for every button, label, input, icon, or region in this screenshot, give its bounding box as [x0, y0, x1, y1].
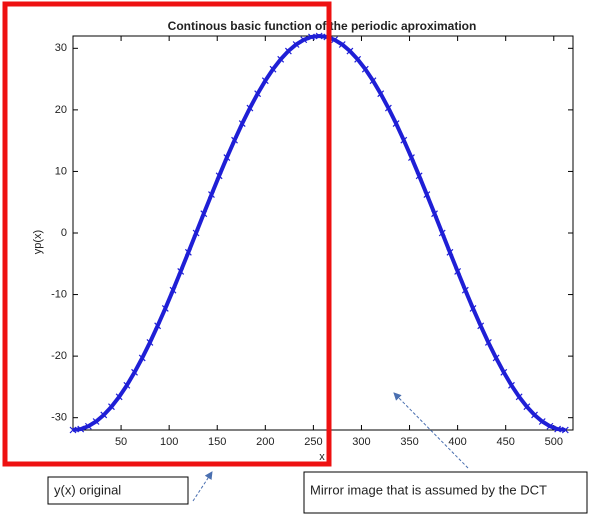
y-tick-label: -20 [51, 350, 67, 362]
data-marker [377, 90, 385, 98]
data-marker [223, 154, 231, 162]
data-marker [392, 120, 400, 127]
data-marker [154, 322, 162, 330]
y-tick-label: -10 [51, 288, 67, 300]
data-marker [408, 154, 415, 162]
data-marker [200, 210, 208, 218]
data-marker [477, 322, 485, 330]
data-marker [523, 403, 531, 411]
data-marker [146, 339, 154, 346]
x-tick-label: 400 [448, 436, 466, 448]
data-marker [415, 172, 423, 180]
data-marker [315, 32, 323, 40]
data-marker [400, 136, 408, 144]
data-marker [284, 47, 292, 55]
data-marker [431, 210, 438, 218]
data-marker [369, 77, 377, 85]
data-marker [261, 77, 269, 85]
x-tick-label: 350 [400, 436, 418, 448]
plot-frame [72, 35, 574, 431]
data-marker [500, 368, 508, 376]
data-marker [384, 104, 392, 112]
data-marker [515, 393, 523, 401]
data-marker [246, 104, 254, 112]
data-marker [169, 286, 177, 294]
data-marker [277, 55, 285, 63]
data-marker [208, 191, 215, 199]
data-marker [84, 422, 92, 430]
data-marker [231, 136, 238, 144]
x-tick-label: 450 [497, 436, 515, 448]
data-marker [446, 248, 454, 256]
y-axis-label: yp(x) [32, 230, 44, 254]
data-marker [461, 286, 469, 294]
data-marker [438, 229, 446, 237]
data-marker [561, 426, 569, 434]
data-marker [115, 393, 123, 401]
data-marker [292, 41, 300, 48]
data-marker [69, 426, 77, 434]
data-marker [423, 191, 431, 199]
data-marker [331, 36, 338, 44]
data-marker [308, 33, 315, 41]
plot-area: 50 100 150 200 250 300 350 400 450 500 -30 -20 -10 0 1… [51, 32, 573, 448]
annotation: y(x) original [54, 482, 121, 497]
data-marker [161, 304, 169, 312]
annotation-box [47, 476, 189, 505]
y-tick-label: 0 [61, 227, 67, 239]
data-marker [254, 90, 262, 98]
x-tick-label: 250 [304, 436, 322, 448]
data-marker [131, 368, 138, 376]
data-marker [77, 425, 85, 433]
data-marker [300, 36, 308, 44]
data-marker [531, 411, 538, 419]
arrow [192, 471, 213, 502]
data-marker [361, 65, 369, 73]
data-marker [192, 229, 200, 237]
chart-title: Continous basic function of the periodic… [168, 19, 477, 33]
y-tick-label: 10 [55, 165, 67, 177]
arrow [393, 392, 469, 469]
data-marker [354, 55, 362, 63]
x-tick-label: 50 [115, 436, 127, 448]
data-marker [215, 172, 223, 180]
data-marker [108, 403, 115, 411]
data-marker [138, 354, 146, 362]
x-tick-label: 300 [352, 436, 370, 448]
x-tick-label: 150 [208, 436, 226, 448]
data-marker [492, 354, 500, 362]
annotation: Mirror image that is assumed by the DCT [310, 482, 547, 497]
data-marker [484, 339, 492, 346]
x-tick-label: 500 [545, 436, 563, 448]
data-marker [92, 418, 100, 425]
data-line [72, 33, 566, 432]
data-marker [338, 41, 346, 48]
data-marker [269, 65, 277, 73]
x-tick-label: 200 [256, 436, 274, 448]
y-tick-label: -30 [51, 412, 67, 424]
data-marker [554, 425, 562, 433]
x-tick-label: 100 [160, 436, 178, 448]
data-marker [100, 411, 108, 419]
data-marker [123, 381, 131, 389]
data-marker [546, 422, 554, 430]
data-marker [346, 47, 354, 55]
data-marker [469, 304, 477, 312]
data-marker [177, 267, 185, 275]
data-marker [508, 381, 515, 389]
annotation-box [303, 471, 588, 514]
y-tick-label: 20 [55, 104, 67, 116]
y-tick-label: 30 [55, 42, 67, 54]
x-axis-label: x [319, 451, 325, 463]
highlight-box [2, 1, 332, 467]
data-marker [238, 120, 246, 127]
data-marker [538, 418, 546, 425]
data-marker [454, 267, 462, 275]
data-marker [184, 248, 192, 256]
